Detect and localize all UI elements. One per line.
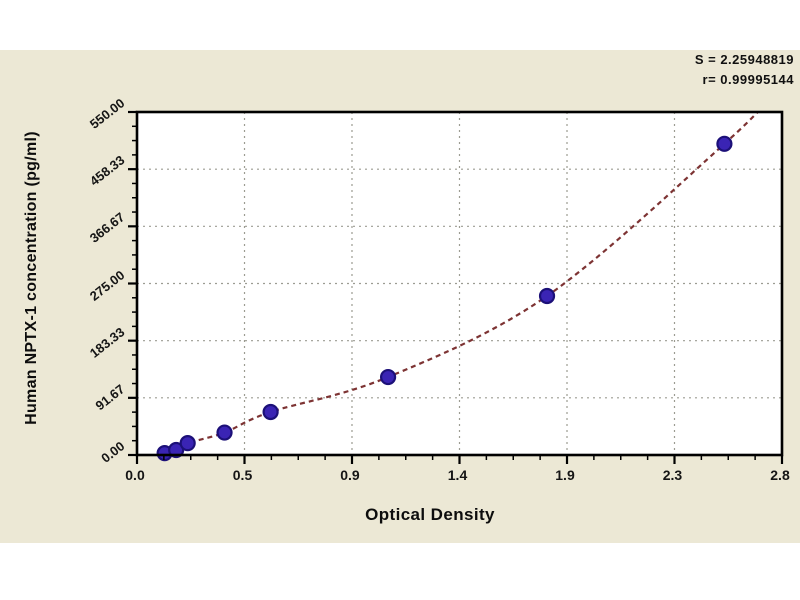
- x-axis-title: Optical Density: [365, 505, 495, 524]
- fit-stat-correlation: r= 0.99995144: [702, 72, 794, 87]
- x-tick-label: 0.9: [340, 467, 360, 483]
- plot-area-background: [137, 112, 782, 455]
- fit-stat-standard-error: S = 2.25948819: [694, 52, 794, 67]
- data-point: [216, 424, 233, 441]
- data-point: [716, 135, 733, 152]
- fit-statistics: S = 2.25948819 r= 0.99995144: [695, 50, 794, 90]
- data-point: [379, 368, 397, 386]
- y-axis-title: Human NPTX-1 concentration (pg/ml): [23, 131, 40, 425]
- x-tick-label: 2.3: [662, 467, 683, 483]
- data-point: [262, 403, 279, 421]
- data-point: [538, 287, 556, 305]
- x-tick-label: 0.0: [125, 467, 145, 483]
- data-point: [179, 435, 196, 452]
- x-tick-label: 0.5: [232, 467, 253, 483]
- x-tick-label: 2.8: [770, 467, 790, 483]
- data-point: [168, 441, 185, 459]
- x-tick-label: 1.9: [555, 467, 575, 483]
- x-tick-label: 1.4: [447, 467, 468, 483]
